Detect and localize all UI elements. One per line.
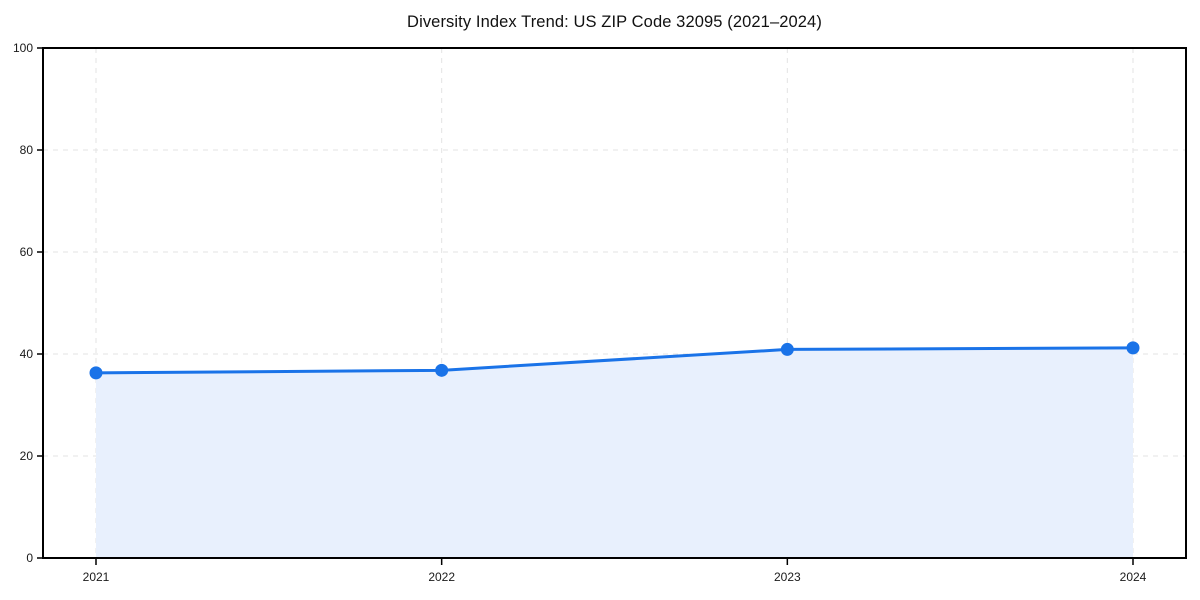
y-tick-label: 0	[26, 551, 33, 565]
x-tick-label: 2022	[428, 570, 455, 584]
x-tick-label: 2023	[774, 570, 801, 584]
y-tick-label: 100	[13, 41, 33, 55]
chart-title: Diversity Index Trend: US ZIP Code 32095…	[407, 13, 822, 31]
y-tick-label: 40	[20, 347, 34, 361]
data-point	[1126, 341, 1140, 355]
data-point	[780, 342, 794, 356]
x-tick-label: 2024	[1120, 570, 1147, 584]
trend-line	[94, 346, 1135, 375]
plot-border	[42, 47, 1187, 559]
y-tick-label: 80	[20, 143, 34, 157]
y-tick-label: 60	[20, 245, 34, 259]
data-point	[89, 366, 103, 380]
data-point	[435, 363, 449, 377]
x-tick-label: 2021	[83, 570, 110, 584]
area-fill	[96, 347, 1133, 558]
y-tick-label: 20	[20, 449, 34, 463]
